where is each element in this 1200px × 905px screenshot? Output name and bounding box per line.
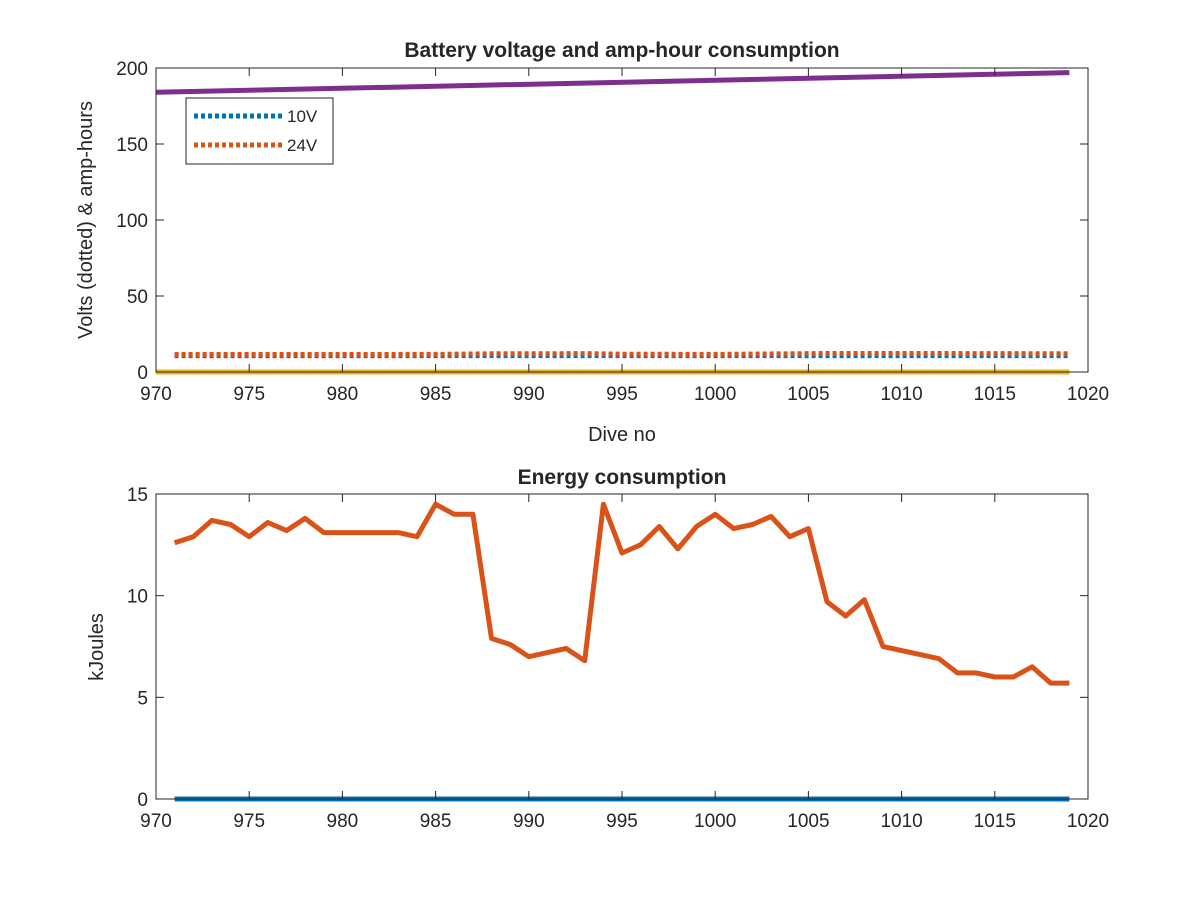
axes-box <box>155 493 1089 800</box>
y-tick-label: 15 <box>127 485 148 506</box>
y-tick-label: 0 <box>137 790 148 811</box>
x-tick-label: 995 <box>606 384 638 405</box>
x-tick-label: 1010 <box>880 384 922 405</box>
x-tick-label: 970 <box>140 384 172 405</box>
x-tick-label: 1005 <box>787 384 829 405</box>
x-tick-label: 1000 <box>694 811 736 832</box>
chart-title: Battery voltage and amp-hour consumption <box>404 39 839 62</box>
y-tick-label: 10 <box>127 587 148 608</box>
x-tick-label: 1000 <box>694 384 736 405</box>
battery-voltage-panel: 970 975 980 985 990 995 1000 1005 1010 1015 1020 0 5… <box>75 39 1109 446</box>
energy-consumption-panel: 970 975 980 985 990 995 1000 1005 1010 1015 102005… <box>86 466 1109 832</box>
series-line-2 <box>173 501 1070 686</box>
x-tick-label: 990 <box>513 811 545 832</box>
x-tick-label: 975 <box>233 811 265 832</box>
tick-layer: 970 975 980 985 990 995 1000 1005 1010 1015 1020 0 5… <box>116 59 1109 405</box>
x-tick-label: 1015 <box>974 811 1016 832</box>
x-tick-label: 985 <box>420 811 452 832</box>
y-axis-label: Volts (dotted) & amp-hours <box>75 101 97 339</box>
x-tick-label: 1010 <box>880 811 922 832</box>
x-tick-label: 1020 <box>1067 384 1109 405</box>
x-tick-label: 990 <box>513 384 545 405</box>
series-line-4 <box>155 70 1070 95</box>
plot-area <box>156 494 1088 799</box>
y-tick-label: 0 <box>137 363 148 384</box>
series-line-24v <box>174 351 1070 357</box>
chart-title: Energy consumption <box>518 466 727 489</box>
x-tick-label: 980 <box>327 384 359 405</box>
y-tick-label: 200 <box>116 59 148 80</box>
x-tick-label: 985 <box>420 384 452 405</box>
legend-box <box>185 97 334 165</box>
x-axis-label: Dive no <box>588 424 656 446</box>
x-tick-label: 1015 <box>974 384 1016 405</box>
legend-label-24v: 24V <box>287 136 318 155</box>
axes-box <box>155 67 1089 373</box>
y-tick-label: 150 <box>116 135 148 156</box>
legend: 10V 24V <box>185 97 334 165</box>
y-tick-label: 50 <box>127 287 148 308</box>
y-tick-label: 100 <box>116 211 148 232</box>
x-tick-label: 1005 <box>787 811 829 832</box>
y-axis-label: kJoules <box>86 613 108 681</box>
x-tick-label: 1020 <box>1067 811 1109 832</box>
x-tick-label: 980 <box>327 811 359 832</box>
y-tick-label: 5 <box>137 688 148 709</box>
x-tick-label: 995 <box>606 811 638 832</box>
tick-layer: 970 975 980 985 990 995 1000 1005 1010 1015 102005… <box>127 485 1109 832</box>
x-tick-label: 975 <box>233 384 265 405</box>
x-tick-label: 970 <box>140 811 172 832</box>
legend-label-10v: 10V <box>287 107 318 126</box>
